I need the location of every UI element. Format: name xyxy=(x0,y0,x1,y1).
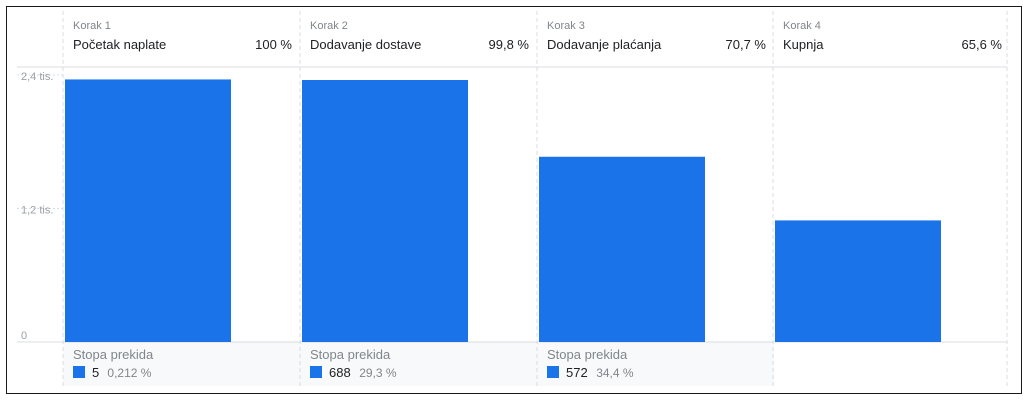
dropoff-percent: 34,4 % xyxy=(596,366,634,380)
dropoff-swatch xyxy=(73,366,85,378)
y-tick-label: 0 xyxy=(21,330,27,342)
funnel-bar[interactable] xyxy=(539,156,705,342)
dropoff-rate-label: Stopa prekida xyxy=(547,347,628,362)
dropoff-cell-bg xyxy=(537,342,774,386)
dropoff-percent: 29,3 % xyxy=(359,366,397,380)
step-percent-label: 100 % xyxy=(255,37,292,52)
step-number-label: Korak 1 xyxy=(73,20,111,32)
step-name-label: Kupnja xyxy=(783,37,824,52)
y-tick-label: 2,4 tis. xyxy=(21,71,53,83)
y-tick-label: 1,2 tis. xyxy=(21,205,53,217)
dropoff-count: 572 xyxy=(566,365,588,380)
funnel-bar[interactable] xyxy=(302,80,468,342)
funnel-chart-panel: 2,4 tis. 1,2 tis. 0 Korak 1 Početak naplate 1… xyxy=(6,6,1022,394)
step-name-label: Dodavanje dostave xyxy=(310,37,421,52)
funnel-chart: 2,4 tis. 1,2 tis. 0 Korak 1 Početak naplate 1… xyxy=(17,11,1008,386)
dropoff-swatch xyxy=(310,366,322,378)
step-number-label: Korak 3 xyxy=(547,20,585,32)
step-name-label: Početak naplate xyxy=(73,37,166,52)
dropoff-swatch xyxy=(547,366,559,378)
dropoff-cell-bg xyxy=(63,342,300,386)
dropoff-count: 5 xyxy=(92,365,99,380)
step-percent-label: 70,7 % xyxy=(726,37,767,52)
dropoff-count: 688 xyxy=(329,365,351,380)
dropoff-rate-label: Stopa prekida xyxy=(310,347,391,362)
funnel-bar[interactable] xyxy=(775,220,941,342)
dropoff-rate-label: Stopa prekida xyxy=(73,347,154,362)
step-name-label: Dodavanje plaćanja xyxy=(547,37,662,52)
step-number-label: Korak 2 xyxy=(310,20,348,32)
dropoff-percent: 0,212 % xyxy=(107,366,151,380)
step-percent-label: 99,8 % xyxy=(489,37,530,52)
dropoff-cell-bg xyxy=(300,342,537,386)
step-percent-label: 65,6 % xyxy=(962,37,1003,52)
step-number-label: Korak 4 xyxy=(783,20,821,32)
funnel-bar[interactable] xyxy=(65,79,231,342)
